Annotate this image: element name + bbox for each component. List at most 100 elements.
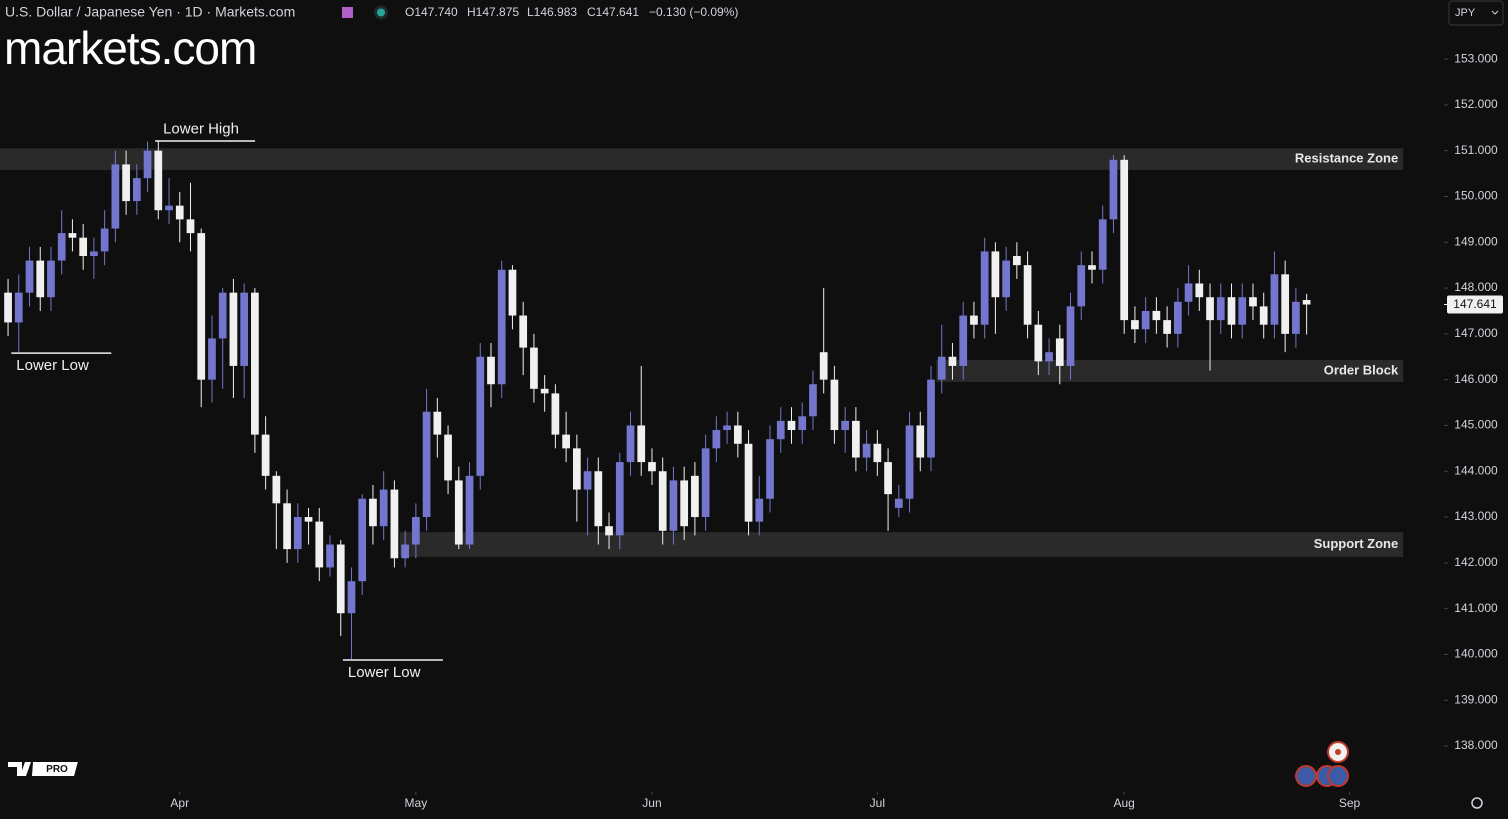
candle-body <box>830 379 839 431</box>
y-tick-label: 147.000 <box>1454 326 1498 340</box>
zone-label: Order Block <box>1324 362 1399 377</box>
candle-body <box>1034 324 1043 362</box>
ohlc-open: O147.740 <box>405 5 458 19</box>
x-tick-label: May <box>405 796 428 810</box>
candle-body <box>776 420 785 440</box>
x-tick-label: Jul <box>870 796 885 810</box>
candle-body <box>465 475 474 545</box>
zone-label: Support Zone <box>1314 536 1399 551</box>
candle-body <box>1045 352 1053 362</box>
candle-body <box>798 416 807 431</box>
y-tick-label: 143.000 <box>1454 509 1498 523</box>
ohlc: O147.740 H147.875 L146.983 C147.641 −0.1… <box>405 5 738 19</box>
candle-body <box>669 480 678 531</box>
candle-body <box>100 228 109 252</box>
currency-label: JPY <box>1455 7 1476 19</box>
ohlc-close: C147.641 <box>587 5 639 19</box>
y-tick-label: 141.000 <box>1454 601 1498 615</box>
candle-body <box>1238 297 1247 325</box>
flag-us[interactable] <box>1327 765 1349 787</box>
candle-body <box>14 292 23 323</box>
settings-icon[interactable] <box>1471 797 1483 809</box>
candle-body <box>36 260 45 298</box>
annotation-text: Lower Low <box>348 664 421 681</box>
candle-body <box>315 521 324 568</box>
candle-body <box>1077 265 1086 307</box>
candle-body <box>572 448 581 490</box>
candle-body <box>680 480 689 527</box>
candle-body <box>852 420 860 458</box>
candle-body <box>1281 274 1290 334</box>
dropdown-arrow <box>1491 10 1499 15</box>
candle-body <box>540 388 549 394</box>
zone <box>0 148 1404 170</box>
candle-body <box>497 269 506 385</box>
candle-body <box>379 489 388 527</box>
candle-body <box>744 443 753 522</box>
candle-body <box>1066 306 1075 366</box>
candle-body <box>444 434 452 481</box>
currency-button[interactable] <box>1448 0 1504 26</box>
candle-body <box>991 251 1000 298</box>
tv-logo: PRO <box>8 762 78 776</box>
candle-body <box>143 150 152 179</box>
candle-body <box>787 420 796 431</box>
candle-body <box>79 237 88 257</box>
candle-body <box>1023 265 1032 325</box>
candle-body <box>186 219 195 234</box>
candle-body <box>57 233 66 261</box>
candle-body <box>326 544 334 568</box>
x-tick-label: Sep <box>1339 796 1361 810</box>
candle-body <box>637 425 646 463</box>
candles <box>4 141 1311 660</box>
annotations: Lower High Lower Low Lower Low <box>11 120 443 681</box>
y-tick-label: 142.000 <box>1454 555 1498 569</box>
candle-body <box>154 150 163 211</box>
candle-body <box>1292 301 1300 334</box>
y-tick-label: 140.000 <box>1454 647 1498 661</box>
logo: markets.com <box>4 22 256 74</box>
tv-mark <box>8 762 42 776</box>
candle-body <box>422 411 431 518</box>
candle-body <box>970 315 978 325</box>
flag-us[interactable] <box>1295 765 1317 787</box>
candle-body <box>1088 265 1096 270</box>
candle-body <box>272 475 281 504</box>
candle-body <box>433 411 442 435</box>
candle-body <box>25 260 34 293</box>
candle-body <box>605 526 613 536</box>
y-tick-label: 151.000 <box>1454 143 1498 157</box>
status-dot <box>377 8 385 17</box>
candle-body <box>122 164 130 202</box>
candle-body <box>980 251 989 325</box>
ohlc-change: −0.130 (−0.09%) <box>649 5 738 19</box>
y-tick-label: 153.000 <box>1454 51 1498 65</box>
y-tick-label: 146.000 <box>1454 372 1498 386</box>
candle-body <box>401 544 409 559</box>
badge-bg <box>37 762 78 776</box>
y-tick-label: 138.000 <box>1454 738 1498 752</box>
zone <box>399 532 1404 557</box>
candle-body <box>701 448 710 518</box>
candle-body <box>1216 297 1225 321</box>
y-tick-label: 148.000 <box>1454 280 1498 294</box>
candle-body <box>251 292 259 435</box>
candle-body <box>1013 256 1021 266</box>
last-price-box <box>1447 295 1503 314</box>
candle-body <box>218 292 227 339</box>
candle-body <box>937 356 946 380</box>
candle-body <box>1302 299 1311 305</box>
candle-body <box>691 475 699 518</box>
candle-body <box>519 315 528 348</box>
candle-body <box>4 292 12 323</box>
ohlc-high: H147.875 <box>467 5 519 19</box>
annotation-text: Lower Low <box>16 357 89 374</box>
candle-body <box>562 434 570 449</box>
candle-body <box>1249 297 1257 307</box>
candle-body <box>508 269 517 316</box>
candle-body <box>873 443 882 463</box>
candle-body <box>1173 301 1182 334</box>
candle-body <box>261 434 270 476</box>
zones: Resistance Zone Order Block Support Zone <box>0 148 1404 557</box>
candle-body <box>841 420 850 431</box>
